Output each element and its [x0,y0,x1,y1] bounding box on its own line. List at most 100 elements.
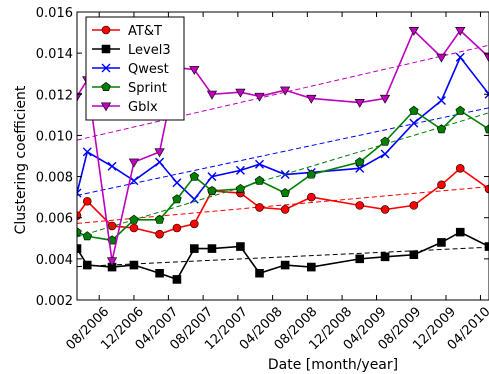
trend-line-att [77,186,489,224]
data-point-sprint [189,171,200,181]
data-point-sprint [280,188,290,198]
data-point-sprint [306,169,317,179]
data-point-qwest [436,95,446,105]
data-point-gblx [379,94,391,104]
legend-label-att: AT&T [128,24,162,39]
y-tick-label: 0.012 [36,88,73,103]
data-point-sprint [380,136,390,146]
data-point-sprint [436,124,447,134]
data-point-level3 [82,260,92,270]
data-point-level3 [280,260,290,270]
data-point-level3 [355,254,365,264]
data-point-sprint [82,231,92,241]
data-point-sprint [154,214,165,224]
data-point-qwest [484,89,489,99]
data-point-gblx [189,66,200,76]
data-point-qwest [455,52,465,62]
y-tick-label: 0.010 [36,129,73,144]
data-point-gblx [106,257,118,267]
y-tick-label: 0.014 [36,47,73,62]
data-point-level3 [307,262,316,272]
data-point-qwest [235,165,245,175]
plot-area [77,27,489,284]
trend-line-gblx [77,44,489,141]
data-point-att [190,219,199,229]
data-point-level3 [484,242,489,251]
data-point-level3 [172,275,182,284]
x-axis-title: Date [month/year] [268,357,398,373]
data-point-gblx [306,94,317,104]
y-tick-label: 0.008 [36,171,73,186]
data-point-sprint [129,214,139,224]
data-point-qwest [207,172,217,182]
data-point-level3 [236,242,245,251]
data-point-att [280,205,290,214]
data-point-gblx [206,90,218,100]
y-tick-label: 0.016 [36,6,73,21]
data-point-att [484,184,489,194]
series-line-att [77,167,489,236]
data-point-gblx [436,53,447,63]
data-point-qwest [82,147,92,157]
data-point-gblx [128,158,140,168]
legend: AT&T Level3 Qwest Sprint Gblx [85,16,185,121]
data-point-att [307,192,316,202]
legend-label-level3: Level3 [128,43,171,58]
data-point-att [355,201,365,210]
data-point-gblx [77,92,83,102]
data-point-gblx [455,27,466,36]
data-point-gblx [280,86,291,96]
data-point-level3 [409,250,419,260]
data-point-qwest [255,159,265,169]
y-tick-label: 0.006 [36,212,73,227]
data-point-level3 [77,244,82,253]
data-point-att [82,196,92,206]
data-point-qwest [107,161,117,171]
data-point-qwest [172,178,182,188]
data-point-att [380,205,390,214]
data-point-sprint [254,175,265,185]
data-point-gblx [154,148,165,158]
data-point-sprint [207,185,217,195]
data-point-qwest [409,118,419,128]
plot-frame [76,11,489,301]
plot-layer [77,27,489,284]
data-point-gblx [235,88,246,98]
data-point-att [172,223,182,233]
trend-line-level3 [77,246,489,268]
data-point-att [155,229,164,239]
legend-marker-level3 [101,44,111,54]
data-point-sprint [235,183,246,193]
legend-label-gblx: Gblx [128,100,158,115]
data-point-sprint [455,105,465,115]
data-point-att [455,164,465,173]
data-point-level3 [155,268,164,278]
data-point-gblx [408,27,419,36]
data-point-sprint [355,157,365,167]
y-tick-label: 0.002 [36,294,73,309]
legend-label-qwest: Qwest [128,62,169,77]
legend-marker-qwest [101,63,111,73]
series-line-level3 [77,231,489,281]
legend-marker-sprint [101,82,111,92]
y-tick-label: 0.004 [36,253,73,268]
data-point-att [409,201,419,210]
data-point-sprint [484,124,489,134]
data-point-qwest [189,194,199,204]
trend-line-sprint [77,112,489,238]
series-line-sprint [77,109,489,242]
data-point-level3 [190,244,199,253]
legend-label-sprint: Sprint [128,81,167,96]
data-point-gblx [254,92,265,102]
data-point-level3 [455,227,465,237]
data-point-sprint [77,227,82,237]
data-point-qwest [77,188,82,198]
data-point-gblx [483,53,489,63]
data-point-qwest [380,149,390,159]
data-point-level3 [207,244,217,253]
data-point-level3 [437,238,446,247]
data-point-level3 [255,268,264,278]
data-point-sprint [409,105,419,115]
data-point-level3 [380,252,390,262]
